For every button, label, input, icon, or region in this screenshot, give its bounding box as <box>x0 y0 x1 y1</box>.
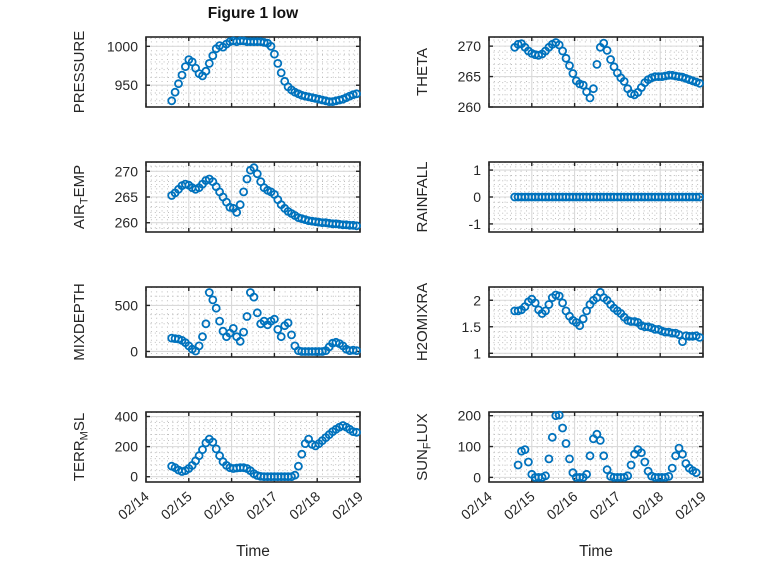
tick-marks <box>488 37 704 108</box>
major-grid <box>146 287 360 357</box>
minor-grid <box>489 162 703 232</box>
data-points <box>167 163 362 231</box>
svg-text:02/18: 02/18 <box>629 488 666 523</box>
y-axis-label: SUNFLUX <box>414 413 434 481</box>
data-points <box>167 421 362 482</box>
svg-text:0: 0 <box>473 189 481 205</box>
svg-text:2: 2 <box>473 292 481 308</box>
svg-text:02/19: 02/19 <box>329 488 366 523</box>
svg-text:0: 0 <box>130 343 138 359</box>
subplot-mixdepth: 0 500 MIXDEPTH <box>71 283 362 361</box>
svg-text:270: 270 <box>115 163 139 179</box>
subplot-air-temp: 260 265 270 AIRTEMP <box>71 161 362 233</box>
y-tick-labels: 950 1000 <box>107 38 138 93</box>
data-points <box>510 192 705 202</box>
data-points <box>167 36 362 106</box>
svg-text:02/14: 02/14 <box>115 488 152 523</box>
svg-text:260: 260 <box>115 215 139 231</box>
axes-box <box>488 286 704 358</box>
y-axis-label: RAINFALL <box>414 162 431 233</box>
tick-marks <box>145 37 361 107</box>
svg-text:-1: -1 <box>469 216 482 232</box>
svg-text:270: 270 <box>458 38 482 54</box>
axes-box <box>145 36 361 108</box>
x-tick-labels: 02/14 02/15 02/16 02/17 02/18 02/19 <box>458 488 709 523</box>
svg-text:500: 500 <box>115 297 139 313</box>
data-points <box>167 288 362 356</box>
svg-text:1: 1 <box>473 345 481 361</box>
major-grid <box>146 37 360 107</box>
subplot-rainfall: -1 0 1 RAINFALL <box>414 161 705 233</box>
subplot-column-right: 260 265 270 THETA -1 0 1 RAINFALL 1 1.5 2 H2OMIXR… <box>393 33 709 560</box>
svg-text:200: 200 <box>115 439 139 455</box>
y-axis-label: H2OMIXRA <box>414 283 431 361</box>
x-tick-labels: 02/14 02/15 02/16 02/17 02/18 02/19 <box>115 488 366 523</box>
tick-marks <box>145 287 361 357</box>
y-axis-label: PRESSURE <box>71 31 88 114</box>
svg-text:0: 0 <box>473 469 481 485</box>
data-points <box>510 38 705 103</box>
tick-marks <box>488 287 704 357</box>
y-tick-labels: 260 265 270 <box>458 38 482 115</box>
x-axis-label: Time <box>236 543 270 560</box>
axes-box <box>488 36 704 108</box>
svg-text:1.5: 1.5 <box>462 319 482 335</box>
y-tick-labels: 0 100 200 <box>458 408 482 486</box>
y-tick-labels: 0 200 400 <box>115 409 139 485</box>
svg-text:02/15: 02/15 <box>158 488 195 523</box>
svg-text:02/17: 02/17 <box>243 488 280 523</box>
subplot-pressure: 950 1000 PRESSURE <box>71 31 362 114</box>
svg-text:02/16: 02/16 <box>543 488 580 523</box>
svg-text:200: 200 <box>458 408 482 424</box>
svg-text:02/14: 02/14 <box>458 488 495 523</box>
svg-text:02/18: 02/18 <box>286 488 323 523</box>
y-tick-labels: 11.52 <box>462 292 482 361</box>
svg-text:1000: 1000 <box>107 38 138 54</box>
y-tick-labels: 260 265 270 <box>115 163 139 230</box>
subplot-theta: 260 265 270 THETA <box>414 36 705 115</box>
svg-text:265: 265 <box>115 189 139 205</box>
svg-text:100: 100 <box>458 439 482 455</box>
axes-box <box>145 286 361 358</box>
svg-text:02/16: 02/16 <box>200 488 237 523</box>
svg-text:02/15: 02/15 <box>501 488 538 523</box>
y-tick-labels: 0 500 <box>115 297 139 359</box>
y-axis-label: AIRTEMP <box>71 165 91 229</box>
tick-marks <box>145 412 361 482</box>
data-points <box>513 410 701 482</box>
y-axis-label: MIXDEPTH <box>71 283 88 361</box>
svg-text:02/17: 02/17 <box>586 488 623 523</box>
minor-grid <box>146 287 360 357</box>
y-axis-label: TERRMSL <box>71 413 91 481</box>
svg-text:265: 265 <box>458 69 482 85</box>
svg-text:400: 400 <box>115 409 139 425</box>
figure-title: Figure 1 low <box>207 5 299 22</box>
y-axis-label: THETA <box>414 48 431 96</box>
svg-text:950: 950 <box>115 77 139 93</box>
svg-text:0: 0 <box>130 469 138 485</box>
y-tick-labels: -1 0 1 <box>469 162 482 232</box>
x-axis-label: Time <box>579 543 613 560</box>
svg-text:260: 260 <box>458 99 482 115</box>
svg-text:1: 1 <box>473 162 481 178</box>
subplot-column-left: 950 1000 PRESSURE 260 265 270 AIRTEMP 0 500 MIX… <box>50 31 366 560</box>
data-points <box>510 287 705 346</box>
svg-text:02/19: 02/19 <box>672 488 709 523</box>
minor-grid <box>146 37 360 107</box>
